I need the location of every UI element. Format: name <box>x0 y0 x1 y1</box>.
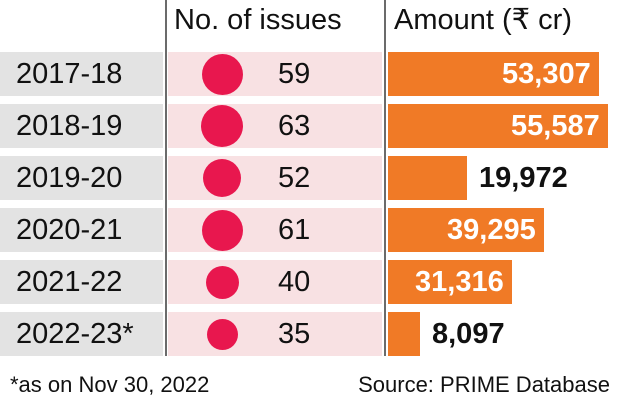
issue-count: 52 <box>278 162 311 194</box>
issue-count-dot <box>201 53 243 95</box>
issues-cell: 52 <box>168 156 382 200</box>
issues-cell: 61 <box>168 208 382 252</box>
issue-count-dot <box>203 159 241 197</box>
table-row: 2017-18 59 53,307 <box>0 52 620 96</box>
amount-column-header: Amount (₹ cr) <box>394 4 572 36</box>
column-divider-amount <box>384 0 386 356</box>
issues-column-header: No. of issues <box>174 4 342 36</box>
issue-count: 63 <box>278 110 311 142</box>
issue-count-dot <box>201 105 243 147</box>
table-row: 2020-21 61 39,295 <box>0 208 620 252</box>
source-note: Source: PRIME Database <box>358 372 610 397</box>
issue-count-dot <box>201 209 243 251</box>
issue-count-dot <box>205 265 239 299</box>
amount-bar <box>388 260 512 304</box>
issues-cell: 63 <box>168 104 382 148</box>
amount-label: 55,587 <box>511 110 600 142</box>
issue-count: 61 <box>278 214 311 246</box>
year-label: 2020-21 <box>0 208 163 252</box>
issue-count-dot <box>206 318 238 350</box>
amount-label: 53,307 <box>502 58 591 90</box>
amount-bar <box>388 52 599 96</box>
table-row: 2022-23* 35 8,097 <box>0 312 620 356</box>
issue-count: 40 <box>278 266 311 298</box>
table-row: 2021-22 40 31,316 <box>0 260 620 304</box>
amount-bar <box>388 312 420 356</box>
year-label: 2021-22 <box>0 260 163 304</box>
amount-bar <box>388 104 608 148</box>
year-label: 2022-23* <box>0 312 163 356</box>
amount-label: 39,295 <box>447 214 536 246</box>
table-row: 2019-20 52 19,972 <box>0 156 620 200</box>
amount-bar <box>388 208 544 252</box>
issues-cell: 59 <box>168 52 382 96</box>
year-label: 2019-20 <box>0 156 163 200</box>
amount-bar <box>388 156 467 200</box>
year-label: 2017-18 <box>0 52 163 96</box>
column-divider-issues <box>165 0 167 356</box>
issue-count: 35 <box>278 318 311 350</box>
year-label: 2018-19 <box>0 104 163 148</box>
issues-cell: 35 <box>168 312 382 356</box>
table-row: 2018-19 63 55,587 <box>0 104 620 148</box>
amount-label: 19,972 <box>479 162 568 194</box>
amount-label: 31,316 <box>415 266 504 298</box>
issues-cell: 40 <box>168 260 382 304</box>
footnote: *as on Nov 30, 2022 <box>10 372 210 397</box>
amount-label: 8,097 <box>432 318 505 350</box>
issue-count: 59 <box>278 58 311 90</box>
